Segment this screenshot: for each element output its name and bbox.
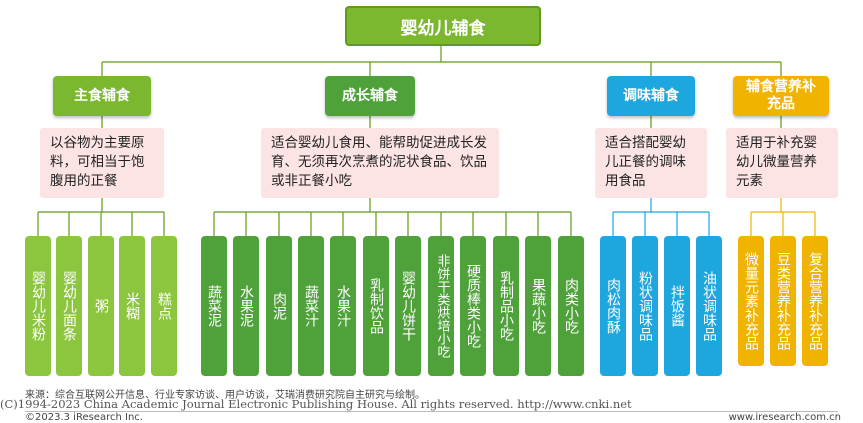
website: www.iresearch.com.cn — [728, 412, 841, 423]
leaf-item: 蔬菜泥 — [201, 236, 227, 376]
leaf-item: 肉松肉酥 — [600, 236, 626, 376]
description-growth: 适合婴幼儿食用、能帮助促进成长发育、无须再次烹煮的泥状食品、饮品或非正餐小吃 — [261, 128, 499, 198]
leaf-item: 水果汁 — [330, 236, 356, 376]
leaf-item: 糕点 — [151, 236, 177, 376]
leaf-item: 非饼干类烘培小吃 — [428, 236, 454, 376]
footer-divider — [25, 411, 838, 412]
leaf-item: 油状调味品 — [696, 236, 722, 376]
source-note: 来源：综合互联网公开信息、行业专家访谈、用户访谈，艾瑞消费研究院自主研究与绘制。 — [25, 390, 425, 401]
leaf-item: 肉泥 — [266, 236, 292, 376]
leaf-item: 婴幼儿米粉 — [25, 236, 51, 376]
category-header-seasoning: 调味辅食 — [607, 76, 695, 116]
leaf-item: 乳制饮品 — [363, 236, 389, 376]
leaf-item: 复合营养补充品 — [802, 236, 828, 366]
leaf-item: 粥 — [88, 236, 114, 376]
watermark: (C)1994-2023 China Academic Journal Elec… — [0, 397, 632, 411]
leaf-item: 拌饭酱 — [664, 236, 690, 376]
leaf-item: 水果泥 — [233, 236, 259, 376]
leaf-item: 微量元素补充品 — [738, 236, 764, 366]
category-header-supplement: 辅食营养补充品 — [733, 76, 829, 116]
description-supplement: 适用于补充婴幼儿微量营养元素 — [726, 128, 838, 198]
diagram-title: 婴幼儿辅食 — [345, 6, 541, 46]
leaf-item: 豆类营养补充品 — [770, 236, 796, 366]
leaf-item: 肉类小吃 — [558, 236, 584, 376]
copyright: ©2023.3 iResearch Inc. — [25, 412, 143, 423]
leaf-item: 婴幼儿面条 — [56, 236, 82, 376]
description-seasoning: 适合搭配婴幼儿正餐的调味用食品 — [595, 128, 707, 198]
leaf-item: 婴幼儿饼干 — [395, 236, 421, 376]
description-staple: 以谷物为主要原料，可相当于饱腹用的正餐 — [40, 128, 164, 198]
category-header-growth: 成长辅食 — [325, 76, 415, 116]
leaf-item: 米糊 — [119, 236, 145, 376]
leaf-item: 粉状调味品 — [632, 236, 658, 376]
leaf-item: 蔬菜汁 — [298, 236, 324, 376]
category-header-staple: 主食辅食 — [53, 76, 151, 116]
leaf-item: 硬质棒类小吃 — [460, 236, 486, 376]
leaf-item: 果蔬小吃 — [525, 236, 551, 376]
leaf-item: 乳制品小吃 — [493, 236, 519, 376]
